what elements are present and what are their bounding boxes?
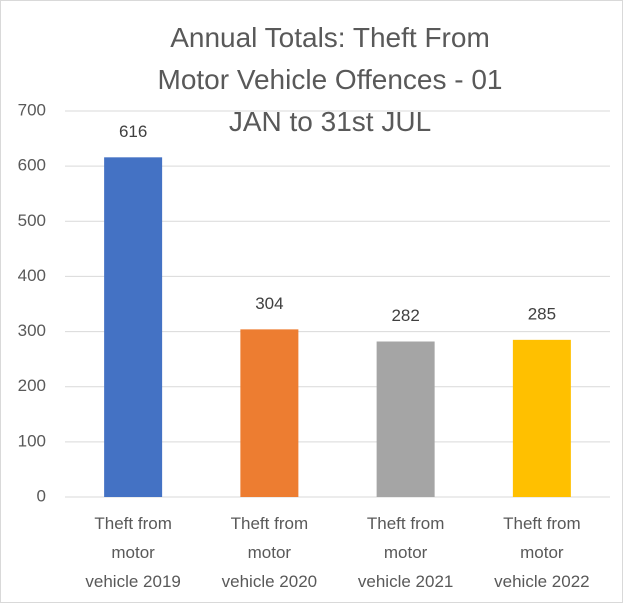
y-tick-label: 0 — [37, 486, 46, 505]
bar — [104, 157, 163, 497]
y-tick-label: 300 — [18, 321, 46, 340]
x-tick-label: Theft from motor vehicle 2022 — [494, 514, 589, 591]
value-label: 304 — [255, 294, 283, 313]
chart-title: Annual Totals: Theft From Motor Vehicle O… — [158, 22, 503, 137]
y-tick-label: 100 — [18, 431, 46, 450]
bar — [240, 329, 299, 497]
bar — [376, 341, 435, 497]
y-tick-label: 700 — [18, 100, 46, 119]
value-label: 616 — [119, 122, 147, 141]
y-tick-label: 400 — [18, 266, 46, 285]
bars — [104, 157, 571, 497]
bar — [512, 339, 571, 497]
y-tick-label: 600 — [18, 156, 46, 175]
value-label: 282 — [391, 306, 419, 325]
y-tick-label: 200 — [18, 376, 46, 395]
y-tick-label: 500 — [18, 211, 46, 230]
value-label: 285 — [528, 304, 556, 323]
x-tick-label: Theft from motor vehicle 2020 — [222, 514, 317, 591]
x-tick-label: Theft from motor vehicle 2021 — [358, 514, 453, 591]
x-tick-label: Theft from motor vehicle 2019 — [85, 514, 180, 591]
